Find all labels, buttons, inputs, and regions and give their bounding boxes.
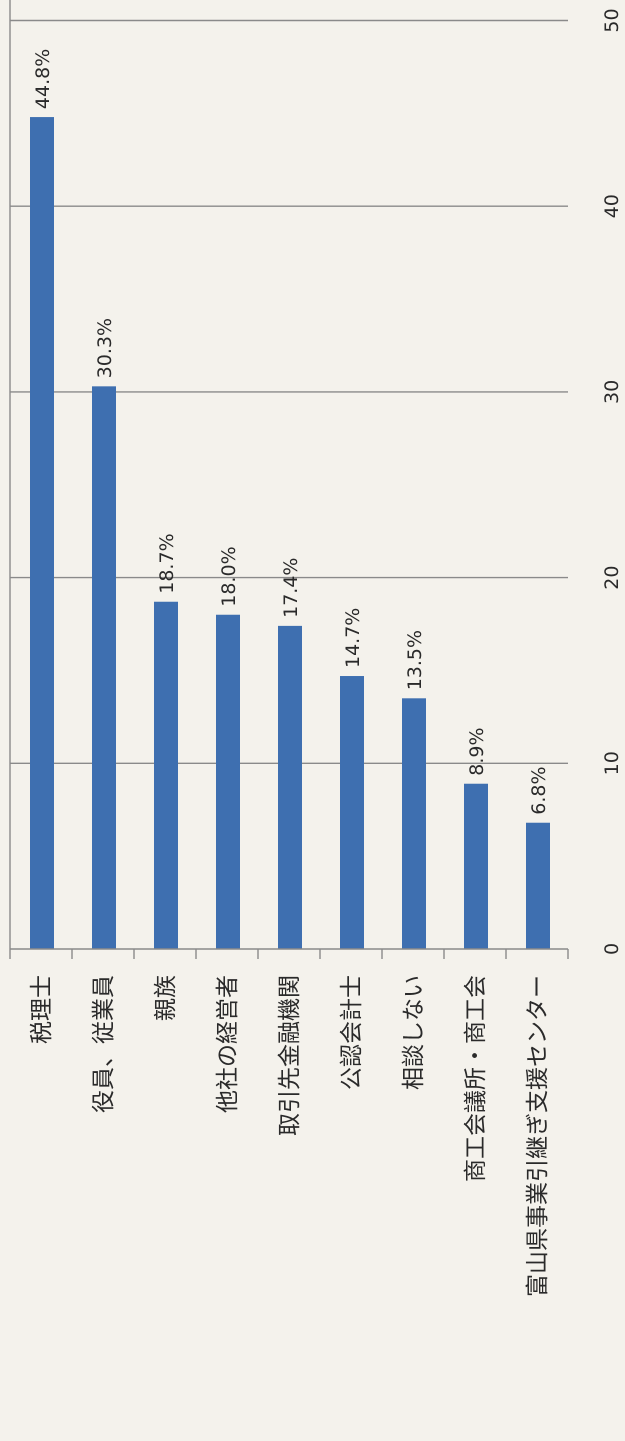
bar xyxy=(216,614,240,949)
data-label: 30.3% xyxy=(94,318,116,378)
bar xyxy=(278,625,302,949)
bar xyxy=(464,783,488,949)
data-label: 6.8% xyxy=(528,766,550,814)
bar xyxy=(92,386,116,950)
bars xyxy=(30,117,550,950)
data-label: 17.4% xyxy=(280,558,302,618)
tick-label: 40 xyxy=(601,194,623,218)
category-label: 取引先金融機関 xyxy=(277,975,303,1136)
data-label: 18.0% xyxy=(218,546,240,606)
data-label: 44.8% xyxy=(32,49,54,109)
tick-label: 50 xyxy=(601,8,623,32)
tick-label: 10 xyxy=(601,751,623,775)
data-label: 18.7% xyxy=(156,533,178,593)
tick-labels: 0 10 20 30 40 50 xyxy=(601,8,623,955)
category-labels: 税理士 役員、従業員 親族 他社の経営者 取引先金融機関 公認会計士 相談しない 商工会議所・… xyxy=(29,975,551,1297)
bar xyxy=(340,676,364,949)
bar xyxy=(402,698,426,949)
data-labels: 44.8% 30.3% 18.7% 18.0% 17.4% 14.7% 13.5% 8.9% 6… xyxy=(32,49,550,815)
category-label: 商工会議所・商工会 xyxy=(463,975,489,1182)
category-label: 他社の経営者 xyxy=(215,975,241,1113)
category-label: 税理士 xyxy=(29,975,55,1044)
tick-label: 30 xyxy=(601,380,623,404)
category-label: 親族 xyxy=(153,975,179,1021)
category-label: 役員、従業員 xyxy=(91,975,117,1113)
data-label: 8.9% xyxy=(466,727,488,775)
data-label: 14.7% xyxy=(342,608,364,668)
category-label: 富山県事業引継ぎ支援センター xyxy=(525,975,551,1297)
bar xyxy=(154,601,178,949)
tick-label: 20 xyxy=(601,566,623,590)
bar xyxy=(30,117,54,949)
tick-label: 0 xyxy=(601,943,623,955)
category-label: 公認会計士 xyxy=(339,975,365,1090)
category-label: 相談しない xyxy=(401,975,427,1090)
data-label: 13.5% xyxy=(404,630,426,690)
bar xyxy=(526,822,550,949)
